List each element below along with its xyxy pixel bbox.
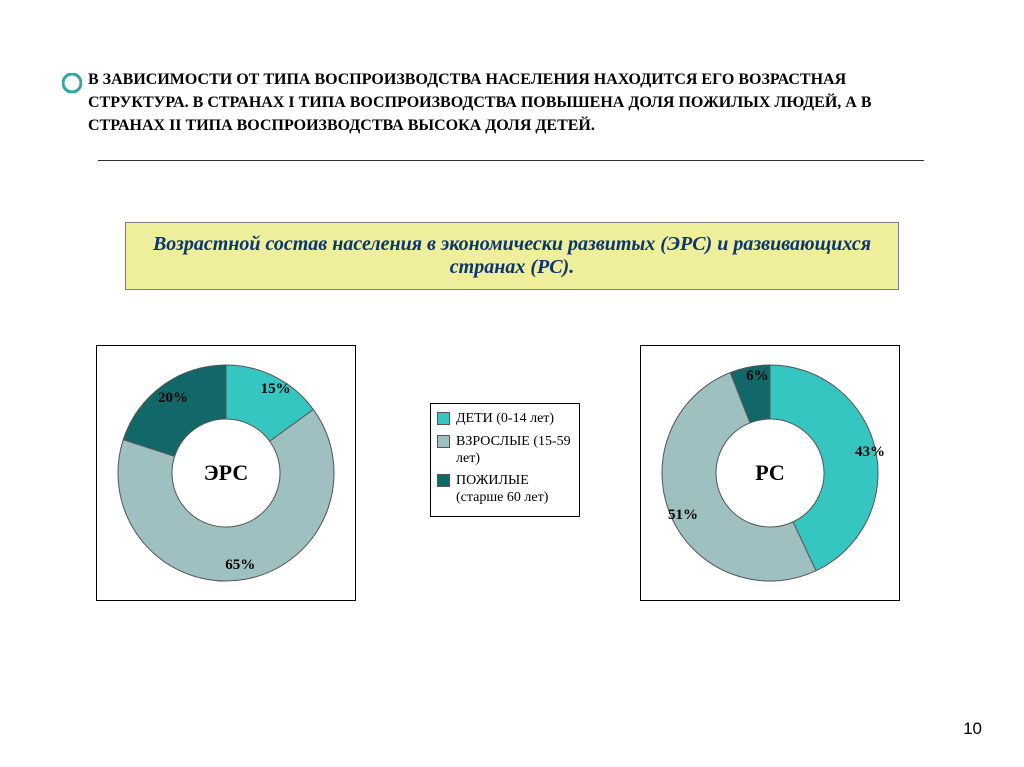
legend-label: ПОЖИЛЫЕ (старше 60 лет) (456, 473, 573, 507)
legend-item: ДЕТИ (0-14 лет) (437, 411, 573, 428)
horizontal-rule (98, 160, 924, 161)
legend-swatch (437, 412, 450, 425)
subtitle-text: Возрастной состав населения в экономичес… (134, 233, 890, 279)
legend-label: ДЕТИ (0-14 лет) (456, 411, 573, 428)
legend-label: ВЗРОСЛЫЕ (15-59 лет) (456, 434, 573, 468)
donut-slice (123, 365, 226, 456)
header-paragraph: В ЗАВИСИМОСТИ ОТ ТИПА ВОСПРОИЗВОДСТВА НА… (88, 68, 928, 138)
legend: ДЕТИ (0-14 лет) ВЗРОСЛЫЕ (15-59 лет) ПОЖИЛ… (430, 403, 580, 517)
legend-swatch (437, 474, 450, 487)
subtitle-box: Возрастной состав населения в экономичес… (125, 222, 899, 290)
charts-row: 15%65%20%ЭРС ДЕТИ (0-14 лет) ВЗРОСЛЫЕ (15… (0, 345, 1024, 625)
page-number: 10 (963, 719, 982, 739)
legend-item: ПОЖИЛЫЕ (старше 60 лет) (437, 473, 573, 507)
slide-bullet-icon (62, 73, 82, 93)
legend-swatch (437, 435, 450, 448)
chart-card-ers: 15%65%20%ЭРС (96, 345, 356, 601)
chart-card-rs: 43%51%6%РС (640, 345, 900, 601)
donut-chart: 15%65%20%ЭРС (114, 361, 338, 585)
donut-chart: 43%51%6%РС (658, 361, 882, 585)
legend-item: ВЗРОСЛЫЕ (15-59 лет) (437, 434, 573, 468)
